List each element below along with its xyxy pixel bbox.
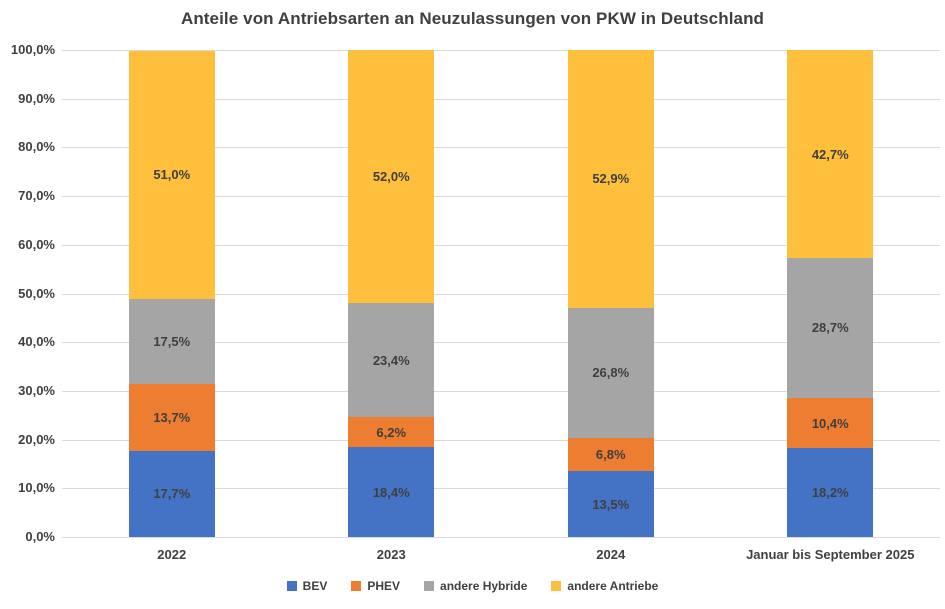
chart-title: Anteile von Antriebsarten an Neuzulassun… <box>180 9 765 28</box>
gridline <box>62 537 940 538</box>
bar-segment-label: 52,9% <box>592 171 630 187</box>
bar-segment: 18,2% <box>787 448 874 537</box>
bar-segment: 10,4% <box>787 397 874 449</box>
legend-swatch-icon <box>551 581 562 591</box>
gridline <box>62 342 940 344</box>
x-axis-category-label: 2022 <box>157 547 187 562</box>
legend-label: BEV <box>302 579 328 593</box>
bar-segment: 17,7% <box>128 450 215 537</box>
bar-segment-label: 23,4% <box>372 352 410 368</box>
bar-segment-label: 17,7% <box>153 486 191 502</box>
bar-segment: 6,2% <box>348 417 435 448</box>
bar-segment-label: 28,7% <box>811 320 849 336</box>
bar-segment: 52,0% <box>348 50 435 304</box>
bar-segment-label: 42,7% <box>811 146 849 162</box>
legend-label: andere Hybride <box>440 579 528 593</box>
gridline <box>62 293 940 295</box>
x-axis: 2022 2023 2024 Januar bis September 2025 <box>62 547 940 562</box>
legend-item: andere Hybride <box>424 579 527 593</box>
bar-column: 52,0% 23,4% 6,2% 18,4% <box>282 50 502 537</box>
bar-segment: 13,5% <box>567 471 654 537</box>
bar-segment: 52,9% <box>567 50 654 308</box>
bar-segment: 23,4% <box>348 303 435 418</box>
bar-segment: 13,7% <box>128 384 215 451</box>
bar-column: 52,9% 26,8% 6,8% 13,5% <box>501 50 721 537</box>
stacked-bar: 52,0% 23,4% 6,2% 18,4% <box>348 50 435 537</box>
bar-segment-label: 6,2% <box>376 424 407 440</box>
y-axis-tick-label: 0,0% <box>25 529 55 544</box>
y-axis-tick-label: 10,0% <box>18 480 55 496</box>
bar-segment: 26,8% <box>567 307 654 439</box>
gridline <box>62 196 940 198</box>
bar-segment: 51,0% <box>128 50 215 299</box>
bar-column: 51,0% 17,5% 13,7% 17,7% <box>62 50 282 537</box>
stacked-bar: 52,9% 26,8% 6,8% 13,5% <box>567 50 654 537</box>
bar-segment-label: 6,8% <box>595 447 626 463</box>
stacked-bar: 42,7% 28,7% 10,4% 18,2% <box>787 50 874 537</box>
y-axis-tick-label: 60,0% <box>18 236 55 252</box>
bar-segment-label: 10,4% <box>811 415 849 431</box>
y-axis-tick-label: 30,0% <box>18 382 55 398</box>
bar-column: 42,7% 28,7% 10,4% 18,2% <box>721 50 941 537</box>
y-axis-tick-label: 40,0% <box>18 334 55 350</box>
legend-swatch-icon <box>286 581 297 591</box>
bar-segment-label: 52,0% <box>372 169 410 185</box>
bar-segment: 42,7% <box>787 50 874 258</box>
x-axis-category-label: Januar bis September 2025 <box>746 547 915 562</box>
bar-segment-label: 18,4% <box>372 484 410 500</box>
gridline <box>62 98 940 100</box>
gridline <box>62 147 940 149</box>
gridline <box>62 488 940 490</box>
legend-swatch-icon <box>424 581 435 591</box>
y-axis-tick-label: 80,0% <box>18 139 55 155</box>
gridline <box>62 244 940 246</box>
legend-label: andere Antriebe <box>567 579 659 593</box>
bar-segment: 6,8% <box>567 438 654 472</box>
bar-segment-label: 13,5% <box>592 496 630 512</box>
legend-item: BEV <box>286 579 328 593</box>
bar-segment-label: 51,0% <box>153 167 191 183</box>
y-axis-tick-label: 100,0% <box>10 42 55 57</box>
y-axis-tick-label: 90,0% <box>18 90 55 106</box>
legend-swatch-icon <box>351 581 362 591</box>
legend: BEV PHEV andere Hybride andere Antriebe <box>0 579 945 593</box>
x-axis-category-label: 2024 <box>596 547 626 562</box>
bar-segment-label: 18,2% <box>811 485 849 501</box>
bar-segment: 17,5% <box>128 298 215 385</box>
bar-segment: 18,4% <box>348 447 435 537</box>
stacked-bar: 51,0% 17,5% 13,7% 17,7% <box>128 50 215 537</box>
bar-segment-label: 26,8% <box>592 365 630 381</box>
bar-segment-label: 17,5% <box>153 333 191 349</box>
plot-area: 51,0% 17,5% 13,7% 17,7% 52,0% 23,4% 6,2% 18,4% 5… <box>62 50 940 538</box>
legend-label: PHEV <box>367 579 401 593</box>
bar-columns: 51,0% 17,5% 13,7% 17,7% 52,0% 23,4% 6,2% 18,4% 5… <box>62 50 940 537</box>
y-axis-tick-label: 70,0% <box>18 188 55 204</box>
x-axis-category-label: 2023 <box>376 547 406 562</box>
gridline <box>62 439 940 441</box>
y-axis-tick-label: 50,0% <box>18 285 55 301</box>
gridline <box>62 390 940 392</box>
bar-segment: 28,7% <box>787 257 874 398</box>
legend-item: andere Antriebe <box>551 579 658 593</box>
y-axis-tick-label: 20,0% <box>18 431 55 447</box>
legend-item: PHEV <box>351 579 400 593</box>
bar-segment-label: 13,7% <box>153 409 191 425</box>
gridline <box>62 50 940 51</box>
